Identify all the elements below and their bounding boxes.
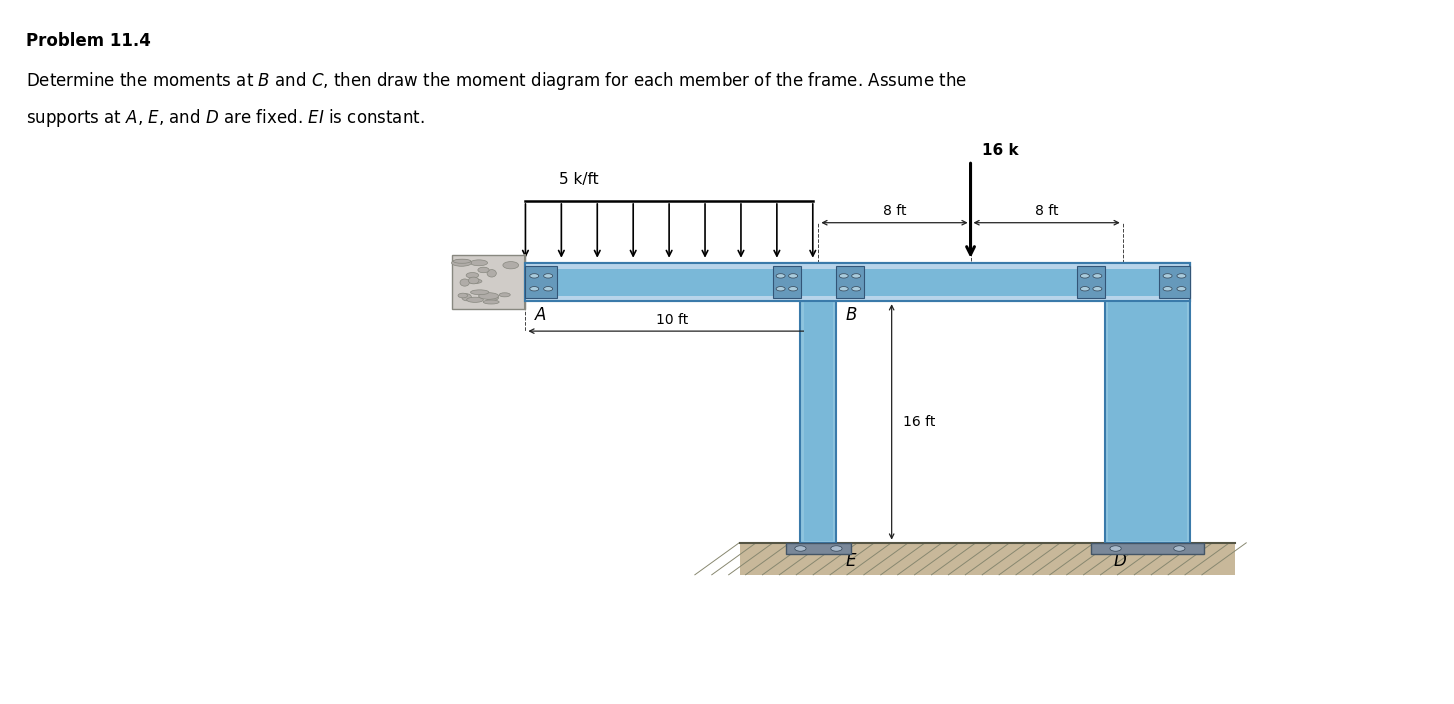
Ellipse shape <box>503 262 519 269</box>
Text: 8 ft: 8 ft <box>1035 204 1059 218</box>
Text: D: D <box>1114 553 1127 570</box>
Ellipse shape <box>462 294 471 301</box>
Text: A: A <box>535 306 545 324</box>
Circle shape <box>839 274 848 278</box>
Bar <box>525 263 1191 301</box>
Circle shape <box>1173 546 1185 551</box>
Text: 5 k/ft: 5 k/ft <box>560 172 599 187</box>
Bar <box>525 266 557 298</box>
Bar <box>1090 543 1204 555</box>
Circle shape <box>529 274 539 278</box>
Bar <box>787 543 851 555</box>
Bar <box>1105 263 1191 543</box>
Circle shape <box>852 274 861 278</box>
Bar <box>740 543 1236 575</box>
Bar <box>1108 265 1186 541</box>
Ellipse shape <box>468 277 478 284</box>
Ellipse shape <box>487 270 496 277</box>
Circle shape <box>1080 287 1089 291</box>
Text: Determine the moments at $B$ and $C$, then draw the moment diagram for each memb: Determine the moments at $B$ and $C$, th… <box>26 70 967 92</box>
Circle shape <box>1163 274 1172 278</box>
Bar <box>1159 266 1191 298</box>
Text: B: B <box>845 306 856 324</box>
Bar <box>836 266 864 298</box>
Ellipse shape <box>483 300 499 304</box>
Circle shape <box>1080 274 1089 278</box>
Circle shape <box>776 274 785 278</box>
Bar <box>525 269 1191 296</box>
Circle shape <box>1093 287 1102 291</box>
Bar <box>525 269 1191 296</box>
Ellipse shape <box>499 293 510 297</box>
Bar <box>800 263 836 543</box>
Text: 8 ft: 8 ft <box>883 204 906 218</box>
Ellipse shape <box>458 293 468 298</box>
Circle shape <box>852 287 861 291</box>
Text: 10 ft: 10 ft <box>656 313 688 327</box>
Text: C: C <box>1114 306 1125 324</box>
Circle shape <box>1176 287 1186 291</box>
Ellipse shape <box>470 260 487 265</box>
Bar <box>525 263 1191 301</box>
Circle shape <box>788 287 798 291</box>
Ellipse shape <box>468 279 481 284</box>
Bar <box>1077 266 1105 298</box>
Ellipse shape <box>452 260 471 266</box>
Ellipse shape <box>471 290 489 295</box>
Ellipse shape <box>486 296 499 301</box>
Bar <box>804 265 833 541</box>
Circle shape <box>1163 287 1172 291</box>
Ellipse shape <box>454 259 471 263</box>
Text: E: E <box>845 553 856 570</box>
Text: 16 k: 16 k <box>981 143 1018 158</box>
Bar <box>772 266 801 298</box>
Circle shape <box>839 287 848 291</box>
Circle shape <box>529 287 539 291</box>
Circle shape <box>1176 274 1186 278</box>
Circle shape <box>1109 546 1121 551</box>
Text: Problem 11.4: Problem 11.4 <box>26 32 151 50</box>
Circle shape <box>830 546 842 551</box>
Circle shape <box>544 287 553 291</box>
Circle shape <box>776 287 785 291</box>
Circle shape <box>788 274 798 278</box>
Ellipse shape <box>478 293 499 299</box>
Circle shape <box>1093 274 1102 278</box>
Bar <box>452 256 525 310</box>
Circle shape <box>795 546 806 551</box>
Ellipse shape <box>467 297 483 302</box>
Ellipse shape <box>459 279 470 286</box>
Text: supports at $A$, $E$, and $D$ are fixed. $EI$ is constant.: supports at $A$, $E$, and $D$ are fixed.… <box>26 107 425 129</box>
Text: 16 ft: 16 ft <box>903 415 935 429</box>
Circle shape <box>544 274 553 278</box>
Ellipse shape <box>467 272 478 278</box>
Ellipse shape <box>478 268 489 272</box>
